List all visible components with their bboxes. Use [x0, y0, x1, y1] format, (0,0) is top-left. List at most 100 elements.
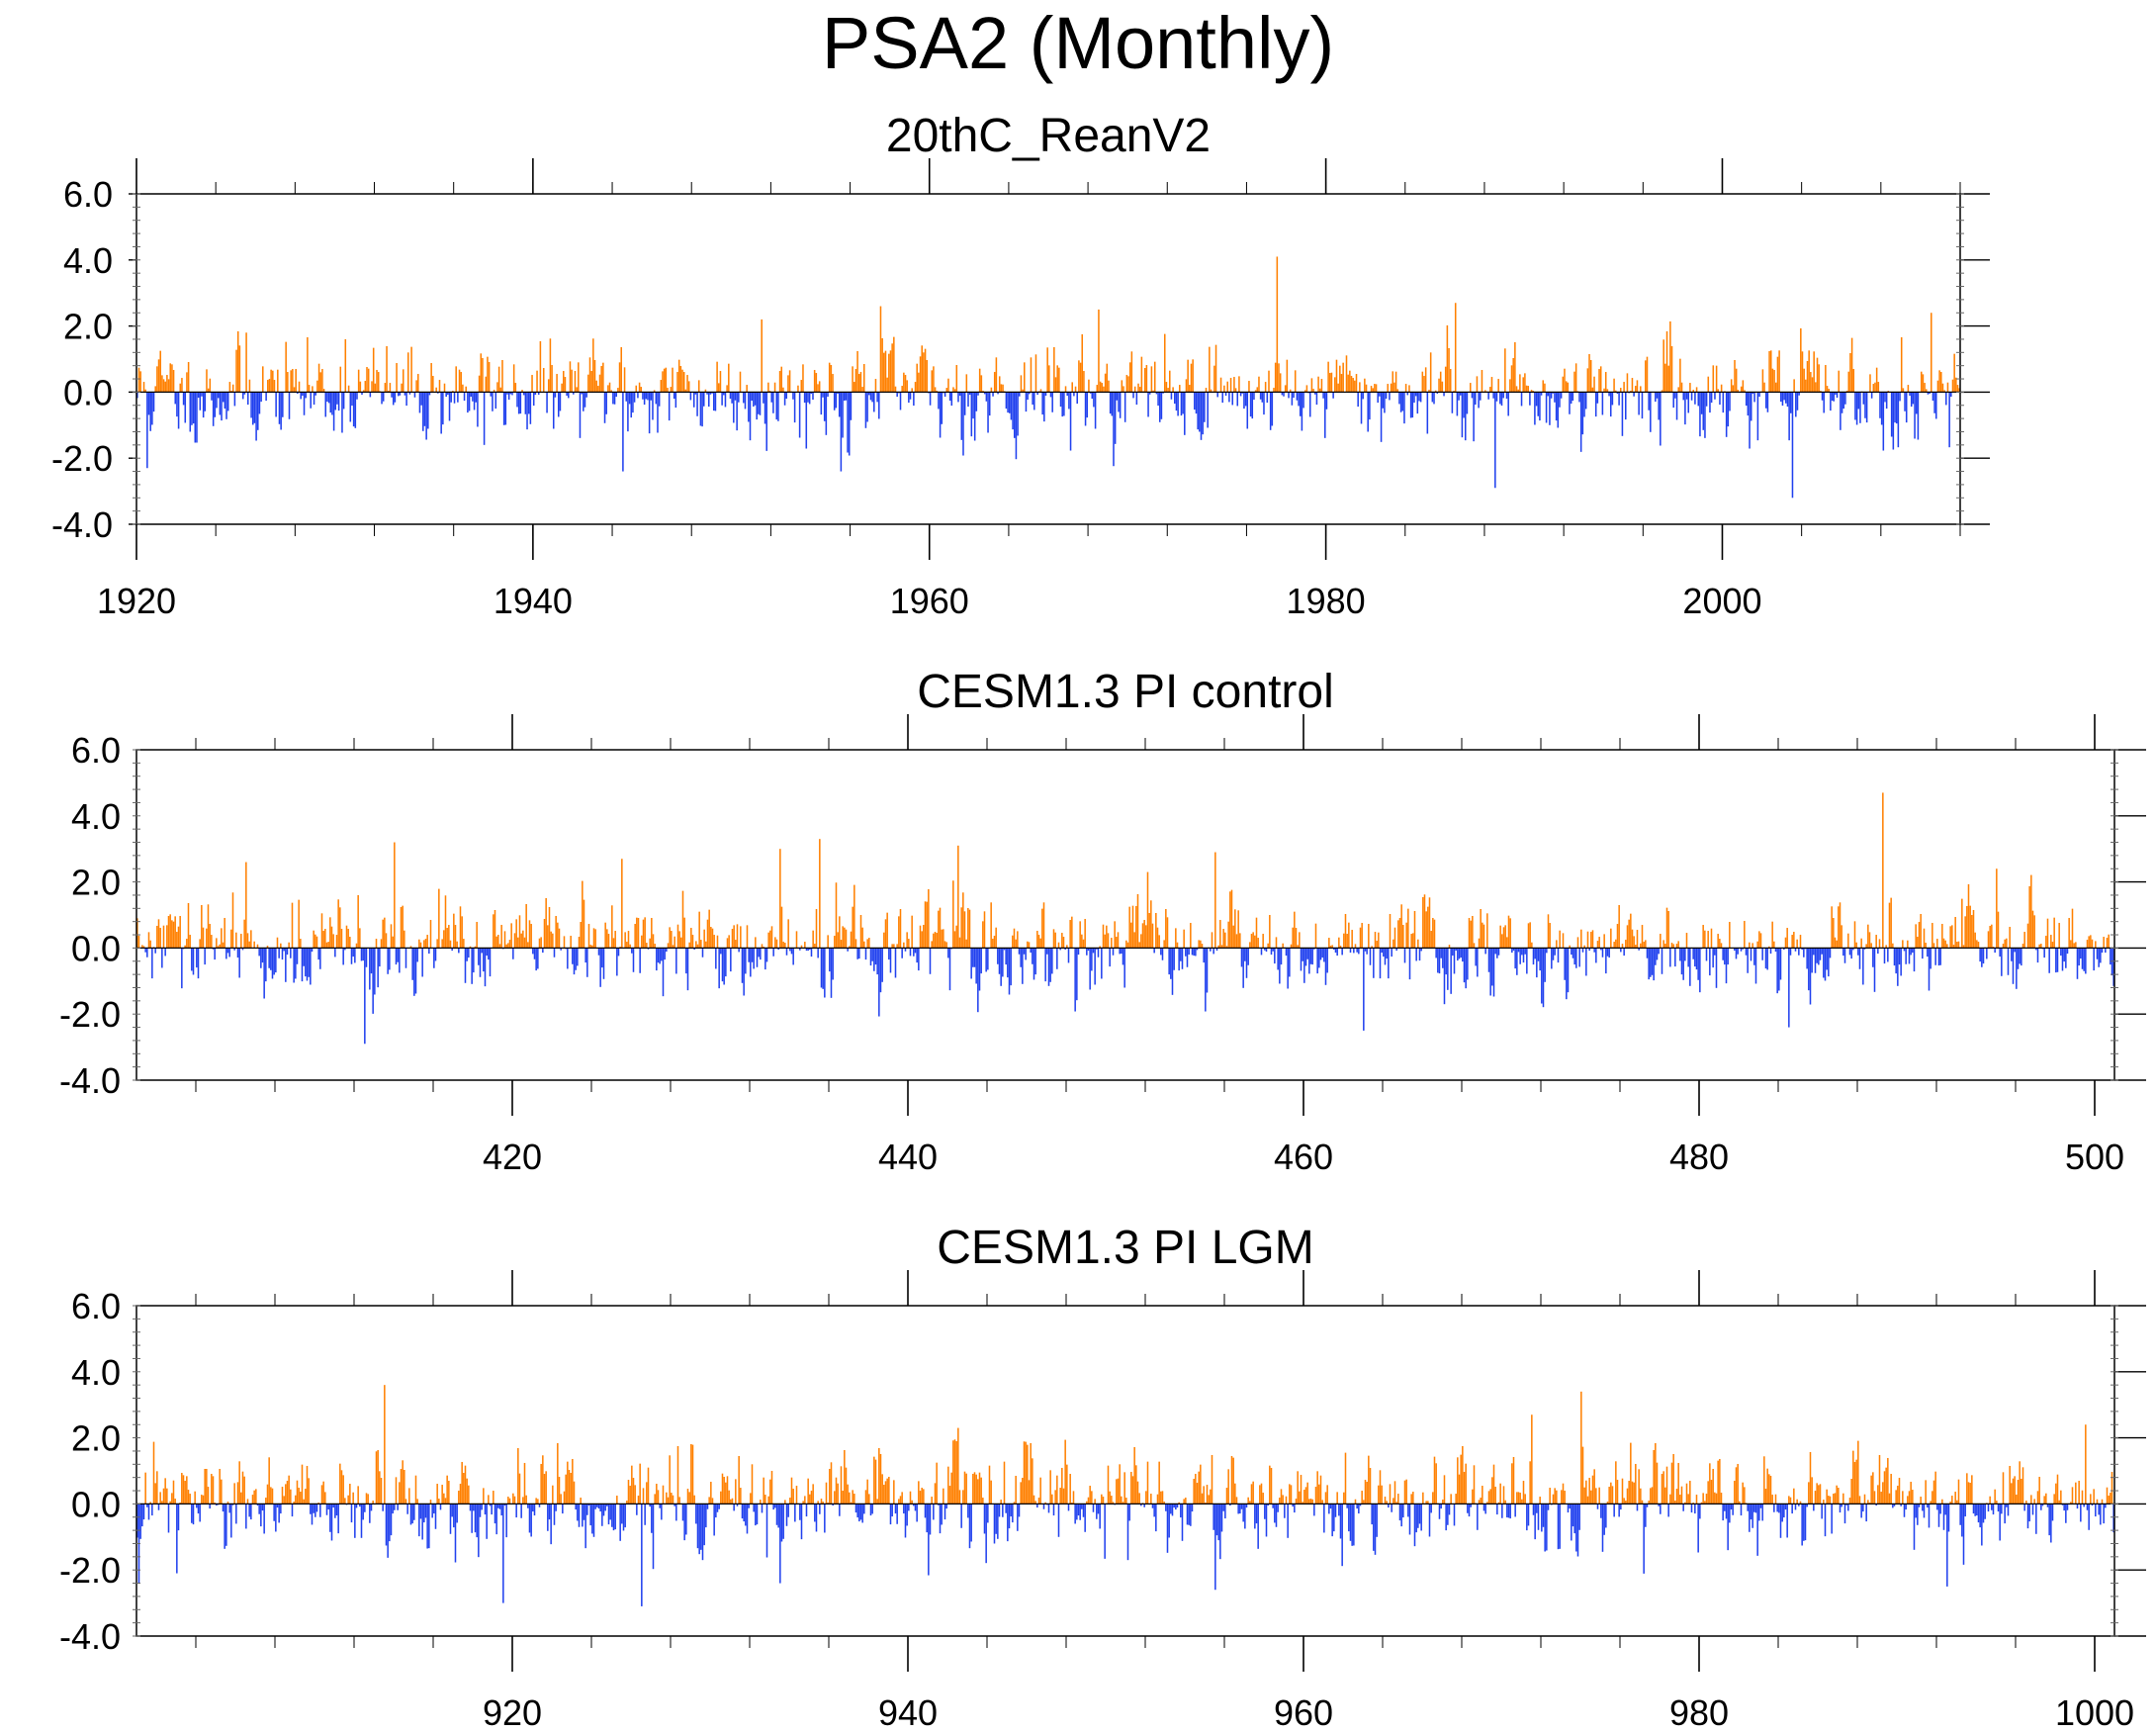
bar: [241, 1471, 244, 1505]
bar: [1391, 1504, 1392, 1512]
bar: [1750, 392, 1752, 421]
bar: [1032, 392, 1033, 406]
bar: [852, 906, 853, 949]
bar: [1694, 948, 1696, 967]
bar: [1061, 392, 1063, 417]
bar: [436, 939, 438, 949]
bar: [569, 361, 572, 393]
bar: [493, 914, 494, 949]
bar: [1557, 1504, 1560, 1550]
bar: [1608, 948, 1610, 958]
bar: [392, 392, 395, 406]
bar: [1524, 373, 1526, 393]
bar: [1692, 1503, 1694, 1505]
bar: [1695, 948, 1698, 970]
bar: [370, 948, 373, 974]
bar: [235, 349, 237, 393]
bar: [1956, 942, 1958, 949]
bar: [1121, 948, 1123, 955]
bar: [288, 942, 290, 949]
bar: [181, 1473, 183, 1505]
bar: [761, 1504, 764, 1513]
bar: [1912, 948, 1914, 954]
bar: [901, 948, 903, 958]
bar: [1942, 1504, 1945, 1530]
bar: [765, 1504, 768, 1558]
bar: [448, 925, 450, 949]
bar: [1991, 1504, 1993, 1510]
panel-title: 20thC_ReanV2: [886, 110, 1211, 162]
bar: [202, 392, 205, 418]
bar: [1588, 1478, 1590, 1505]
bar: [1581, 1446, 1584, 1505]
bar: [1160, 392, 1163, 419]
bar: [1979, 948, 1981, 962]
bar: [1118, 392, 1120, 412]
bar: [938, 910, 940, 949]
bar: [632, 948, 635, 972]
bar: [883, 1485, 885, 1505]
bar: [573, 948, 576, 975]
bar: [642, 1488, 645, 1505]
bar: [1893, 948, 1896, 966]
bar: [260, 1504, 262, 1527]
bar: [1175, 928, 1177, 949]
bar: [1564, 948, 1566, 980]
bar: [777, 948, 779, 951]
bar: [1739, 1501, 1741, 1505]
bar: [1378, 1485, 1380, 1505]
bar: [1398, 918, 1401, 949]
bar: [1732, 385, 1735, 393]
bar: [1036, 931, 1038, 949]
bar: [1086, 948, 1088, 956]
bar: [1690, 1504, 1693, 1513]
bar: [738, 948, 740, 953]
bar: [362, 390, 365, 393]
bar: [834, 1491, 836, 1505]
bar: [686, 1489, 689, 1505]
bar: [212, 1476, 215, 1505]
bar: [1440, 948, 1442, 958]
bar: [1084, 919, 1086, 949]
bar: [1211, 1454, 1213, 1505]
bar: [1275, 1504, 1278, 1527]
bar: [1680, 382, 1683, 393]
bar: [197, 948, 200, 979]
bar: [342, 392, 345, 410]
bar: [703, 929, 705, 949]
bar: [1949, 926, 1951, 949]
bar: [2081, 1490, 2084, 1505]
bar: [1735, 368, 1738, 393]
bar: [704, 389, 707, 393]
bar: [435, 387, 437, 393]
bar: [352, 948, 354, 958]
bar: [301, 948, 304, 982]
bar: [1297, 945, 1299, 949]
bar: [1591, 387, 1594, 393]
bar: [359, 381, 362, 393]
bar: [1570, 392, 1572, 405]
bar: [878, 392, 880, 419]
bar: [824, 948, 826, 998]
bar: [1313, 948, 1315, 950]
bar: [303, 392, 306, 415]
bar: [228, 948, 230, 958]
bar: [1327, 361, 1329, 393]
bar: [599, 948, 601, 987]
bar: [1296, 392, 1299, 401]
bar: [243, 1476, 245, 1505]
bar: [300, 392, 302, 400]
bar: [760, 948, 762, 960]
bar: [1793, 1488, 1795, 1505]
bar: [1709, 392, 1711, 413]
bar: [2090, 935, 2092, 949]
bar: [1579, 392, 1582, 452]
bar: [1955, 377, 1957, 393]
bar: [233, 392, 236, 407]
bar: [1936, 380, 1939, 393]
bar: [1228, 392, 1230, 403]
bar: [764, 1495, 766, 1505]
bar: [191, 1504, 193, 1523]
bar: [308, 948, 310, 977]
bar: [1335, 359, 1338, 393]
